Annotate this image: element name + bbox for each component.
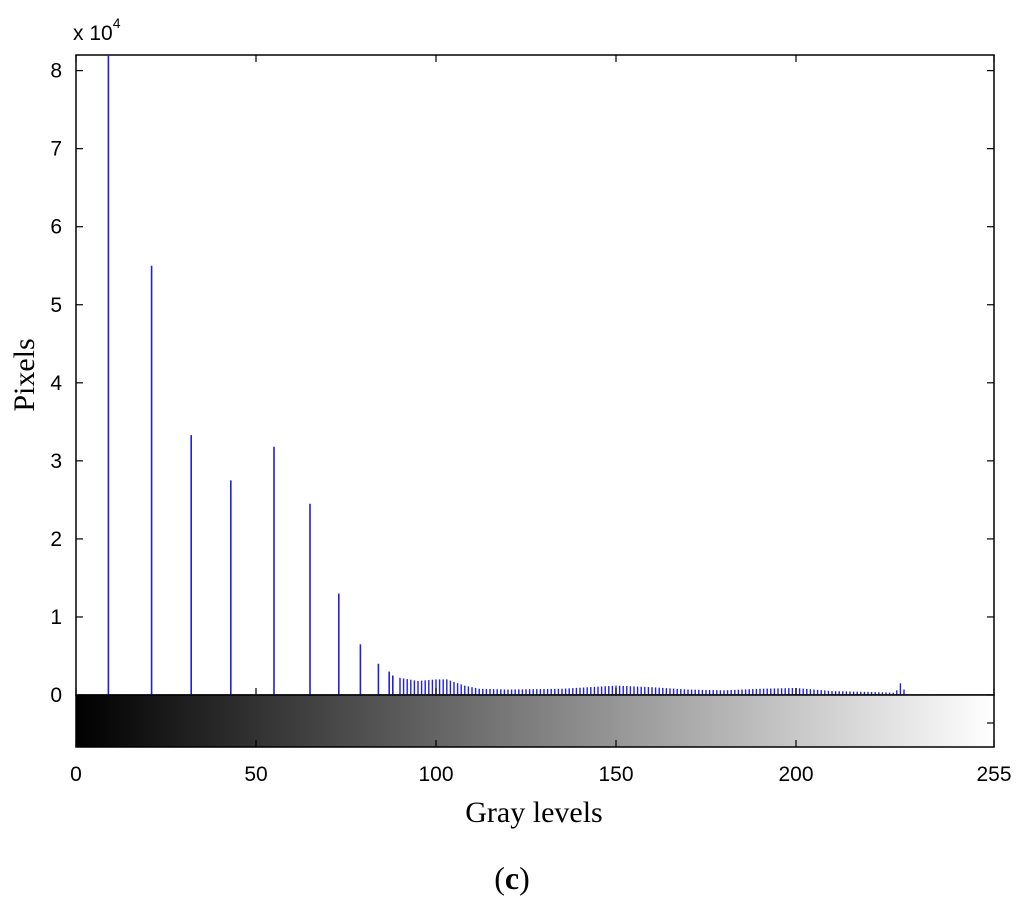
y-tick-label: 2 (50, 528, 62, 551)
x-tick-label: 100 (418, 763, 453, 786)
y-tick-label: 5 (50, 294, 62, 317)
y-tick-label: 1 (50, 606, 62, 629)
y-tick-label: 6 (50, 216, 62, 239)
y-tick-label: 8 (50, 60, 62, 83)
x-axis-title: Gray levels (465, 796, 602, 829)
y-tick-label: 3 (50, 450, 62, 473)
y-multiplier-label: x 104 (73, 15, 121, 45)
y-axis-title: Pixels (8, 338, 41, 411)
plot-area (75, 54, 995, 696)
gray-colorbar (75, 694, 995, 748)
x-tick-label: 255 (976, 763, 1011, 786)
y-tick-label: 7 (50, 138, 62, 161)
x-tick-label: 200 (778, 763, 813, 786)
x-tick-label: 150 (598, 763, 633, 786)
y-multiplier-base: x 10 (73, 22, 113, 45)
panel-letter: c (505, 860, 519, 896)
x-tick-label: 50 (244, 763, 267, 786)
y-multiplier-exponent: 4 (113, 15, 121, 31)
bars-layer (107, 55, 905, 695)
x-tick-label: 0 (70, 763, 82, 786)
y-tick-label: 0 (50, 684, 62, 707)
y-tick-label: 4 (50, 372, 62, 395)
panel-label: (c) (494, 860, 530, 896)
ticks-layer: 0 1 2 3 4 5 6 7 8 0 50 100 150 200 255 (50, 55, 1012, 786)
